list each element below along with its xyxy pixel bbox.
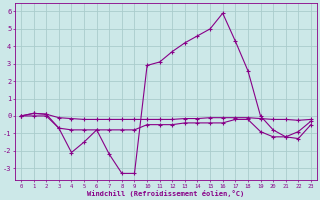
X-axis label: Windchill (Refroidissement éolien,°C): Windchill (Refroidissement éolien,°C)	[87, 190, 244, 197]
